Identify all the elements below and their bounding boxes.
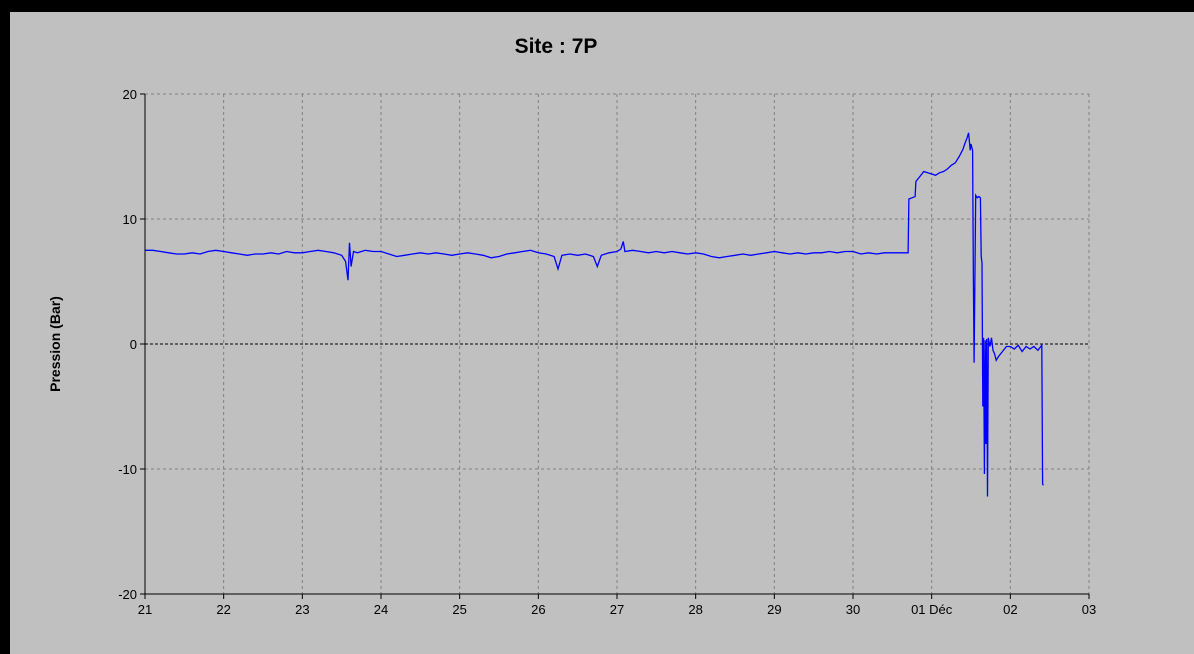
- y-axis-label: Pression (Bar): [47, 296, 63, 392]
- y-tick-label: -10: [118, 462, 137, 477]
- x-tick-label: 23: [295, 602, 309, 617]
- x-tick-label: 03: [1082, 602, 1096, 617]
- chart-panel: [10, 12, 1194, 654]
- y-tick-label: -20: [118, 587, 137, 602]
- x-tick-label: 24: [374, 602, 388, 617]
- y-tick-label: 10: [123, 212, 137, 227]
- x-tick-label: 26: [531, 602, 545, 617]
- x-tick-label: 30: [846, 602, 860, 617]
- chart-title: Site : 7P: [514, 35, 598, 58]
- series-line: [145, 132, 1044, 497]
- x-tick-label: 28: [688, 602, 702, 617]
- grid-layer: [145, 93, 1090, 594]
- x-tick-label: 27: [610, 602, 624, 617]
- x-tick-label: 22: [216, 602, 230, 617]
- x-tick-label: 01 Déc: [911, 602, 953, 617]
- x-tick-label: 29: [767, 602, 781, 617]
- axis-layer: 21 22 23 24 25 26 27 28 29 30 01 Déc 02 03 20 10 0 -10 -2…: [118, 87, 1096, 617]
- x-tick-label: 25: [452, 602, 466, 617]
- x-tick-label: 02: [1003, 602, 1017, 617]
- y-tick-label: 20: [123, 87, 137, 102]
- y-tick-label: 0: [130, 337, 137, 352]
- x-tick-label: 21: [138, 602, 152, 617]
